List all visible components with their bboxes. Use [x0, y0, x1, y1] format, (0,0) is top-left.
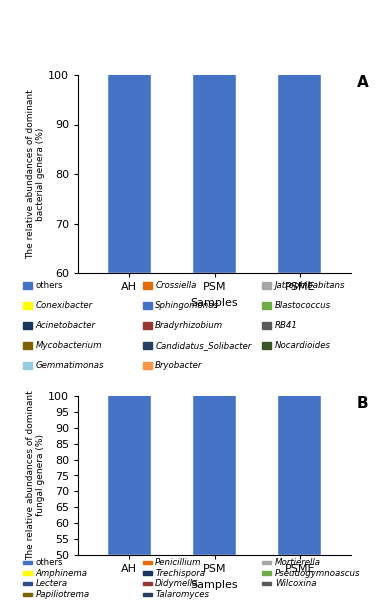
Text: Jatrophibabitans: Jatrophibabitans [275, 281, 346, 290]
Bar [108, 344, 151, 386]
Text: Didymella: Didymella [155, 580, 199, 588]
Bar [143, 302, 152, 309]
X-axis label: Samples: Samples [191, 298, 238, 308]
Bar [193, 284, 236, 291]
Bar [262, 283, 271, 289]
Bar [23, 582, 32, 586]
Bar [23, 302, 32, 309]
Bar [23, 322, 32, 329]
Bar [278, 218, 321, 220]
X-axis label: Samples: Samples [191, 580, 238, 590]
Bar [108, 254, 151, 283]
Bar [278, 213, 321, 218]
Bar [23, 560, 32, 564]
Text: RB41: RB41 [275, 321, 298, 330]
Text: Pseudogymnoascus: Pseudogymnoascus [275, 569, 360, 577]
Text: others: others [35, 558, 63, 566]
Bar [193, 237, 236, 250]
Bar [278, 310, 321, 332]
Bar [262, 582, 271, 586]
Bar [23, 571, 32, 575]
Bar [143, 582, 152, 586]
Bar [108, 386, 151, 555]
Bar [193, 291, 236, 298]
Bar [108, 332, 151, 339]
Bar [108, 245, 151, 247]
Text: Penicillium: Penicillium [155, 558, 202, 566]
Text: A: A [356, 75, 368, 90]
Text: Mycobacterium: Mycobacterium [35, 341, 102, 350]
Text: Trechispora: Trechispora [155, 569, 205, 577]
Bar [23, 283, 32, 289]
Bar [193, 0, 236, 273]
Text: Lectera: Lectera [35, 580, 68, 588]
Bar [143, 362, 152, 368]
Bar [262, 302, 271, 309]
Text: Gemmatimonas: Gemmatimonas [35, 361, 104, 370]
Bar [23, 362, 32, 368]
Text: Wilcoxina: Wilcoxina [275, 580, 316, 588]
Text: Blastococcus: Blastococcus [275, 301, 331, 310]
Bar [278, 294, 321, 310]
Text: Conexibacter: Conexibacter [35, 301, 93, 310]
Bar [278, 235, 321, 239]
Bar [262, 560, 271, 564]
Bar [193, 298, 236, 555]
Text: others: others [35, 281, 63, 290]
Bar [193, 250, 236, 254]
Bar [278, 332, 321, 555]
Bar [278, 0, 321, 273]
Text: Crossiella: Crossiella [155, 281, 197, 290]
Bar [193, 275, 236, 280]
Text: B: B [356, 396, 368, 411]
Bar [278, 239, 321, 256]
Bar [193, 271, 236, 274]
Bar [108, 339, 151, 344]
Y-axis label: The relative abundances of dominant
bacterial genera (%): The relative abundances of dominant bact… [26, 89, 45, 259]
Text: Mortierella: Mortierella [275, 558, 321, 566]
Text: Nocardioides: Nocardioides [275, 341, 331, 350]
Bar [278, 234, 321, 235]
Bar [262, 342, 271, 349]
Text: Talaromyces: Talaromyces [155, 590, 209, 599]
Bar [108, 247, 151, 254]
Bar [23, 342, 32, 349]
Bar [108, 313, 151, 315]
Bar [193, 274, 236, 275]
Bar [278, 256, 321, 267]
Text: Papiliotrema: Papiliotrema [35, 590, 90, 599]
Text: Bryobacter: Bryobacter [155, 361, 203, 370]
Bar [193, 254, 236, 266]
Bar [262, 322, 271, 329]
Bar [108, 283, 151, 313]
Text: Sphingomonas: Sphingomonas [155, 301, 219, 310]
Bar [278, 267, 321, 294]
Text: Acinetobacter: Acinetobacter [35, 321, 96, 330]
Bar [143, 560, 152, 564]
Y-axis label: The relative abundances of dominant
fungal genera (%): The relative abundances of dominant fung… [26, 391, 45, 560]
Bar [262, 571, 271, 575]
Bar [143, 322, 152, 329]
Bar [143, 571, 152, 575]
Bar [278, 220, 321, 234]
Bar [108, 0, 151, 273]
Bar [143, 342, 152, 349]
Text: Candidatus_Solibacter: Candidatus_Solibacter [155, 341, 252, 350]
Bar [193, 266, 236, 271]
Text: Bradyrhizobium: Bradyrhizobium [155, 321, 223, 330]
Bar [143, 593, 152, 596]
Text: Amphinema: Amphinema [35, 569, 88, 577]
Bar [23, 593, 32, 596]
Bar [143, 283, 152, 289]
Bar [193, 280, 236, 284]
Bar [108, 237, 151, 245]
Bar [108, 315, 151, 332]
